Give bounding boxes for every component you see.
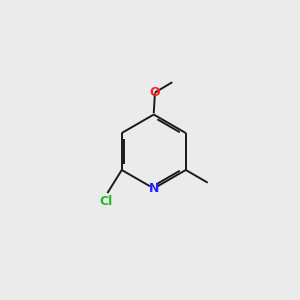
Text: Cl: Cl	[100, 195, 113, 208]
Text: N: N	[148, 182, 159, 195]
Text: O: O	[150, 86, 160, 99]
